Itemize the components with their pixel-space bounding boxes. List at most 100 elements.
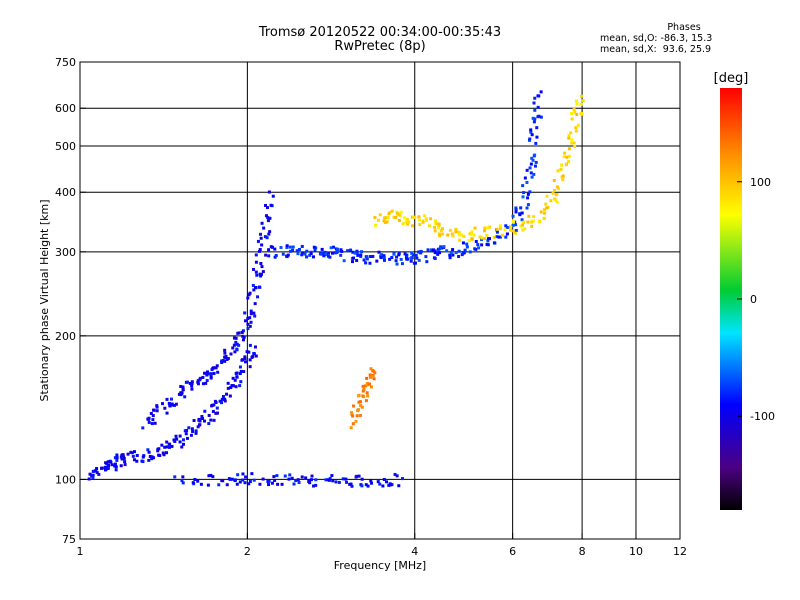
echo-point [119,455,123,459]
echo-point [340,249,344,253]
echo-point [194,431,198,435]
echo-point [265,236,269,240]
echo-point [534,160,538,164]
echo-point [545,194,549,198]
echo-point [190,427,194,431]
echo-point [531,116,535,120]
echo-point [532,215,536,219]
echo-point [180,391,184,395]
echo-point [190,384,194,388]
echo-point [270,481,274,485]
chart-title: Tromsø 20120522 00:34:00-00:35:43 RwPret… [255,26,505,54]
echo-point [172,438,176,442]
echo-point [405,257,409,261]
echo-point [209,418,213,422]
echo-point [368,261,372,265]
echo-point [468,232,472,236]
echo-point [312,245,316,249]
echo-point [254,270,258,274]
echo-point [521,228,525,232]
echo-point [243,360,247,364]
echo-point [179,384,183,388]
echo-point [511,229,515,233]
echo-point [322,254,326,258]
echo-point [310,474,314,478]
echo-point [183,429,187,433]
echo-point [357,400,361,404]
echo-point [350,484,354,488]
echo-point [201,382,205,386]
echo-point [267,190,271,194]
echo-point [433,251,437,255]
echo-point [301,251,305,255]
echo-point [495,235,499,239]
echo-point [115,453,119,457]
echo-point [457,249,461,253]
echo-point [363,384,367,388]
echo-point [259,236,263,240]
echo-point [412,215,416,219]
echo-point [522,191,526,195]
echo-point [570,111,574,115]
echo-point [264,203,268,207]
echo-point [291,248,295,252]
echo-point [459,233,463,237]
echo-point [291,245,295,249]
echo-point [189,433,193,437]
echo-point [461,241,465,245]
echo-point [383,221,387,225]
echo-point [445,249,449,253]
echo-point [259,272,263,276]
echo-point [181,481,185,485]
echo-point [354,419,358,423]
echo-point [360,250,364,254]
echo-point [327,478,331,482]
echo-point [262,226,266,230]
echo-point [530,133,534,137]
echo-point [575,113,579,117]
echo-point [242,335,246,339]
echo-point [551,191,555,195]
echo-point [580,94,584,98]
echo-point [406,222,410,226]
echo-point [174,402,178,406]
echo-point [424,255,428,259]
echo-point [191,429,195,433]
echo-point [395,255,399,259]
echo-point [187,426,191,430]
echo-point [147,416,151,420]
echo-point [539,210,543,214]
echo-point [242,370,246,374]
echo-point [232,343,236,347]
echo-point [146,448,150,452]
echo-point [503,228,507,232]
echo-point [141,460,145,464]
echo-point [478,235,482,239]
echo-point [365,255,369,259]
echo-point [168,442,172,446]
echo-point [514,206,518,210]
echo-point [397,218,401,222]
echo-point [190,381,194,385]
echo-point [433,226,437,230]
echo-point [243,481,247,485]
echo-point [320,247,324,251]
echo-point [433,249,437,253]
echo-point [292,482,296,486]
echo-point [214,411,218,415]
echo-point [387,483,391,487]
echo-point [468,250,472,254]
echo-point [436,252,440,256]
echo-point [286,253,290,257]
echo-point [123,460,127,464]
echo-point [196,380,200,384]
echo-point [308,253,312,257]
echo-point [556,169,560,173]
echo-point [233,479,237,483]
echo-point [474,239,478,243]
echo-point [525,168,529,172]
echo-point [162,453,166,457]
echo-point [285,254,289,258]
echo-point [330,474,334,478]
echo-point [220,360,224,364]
